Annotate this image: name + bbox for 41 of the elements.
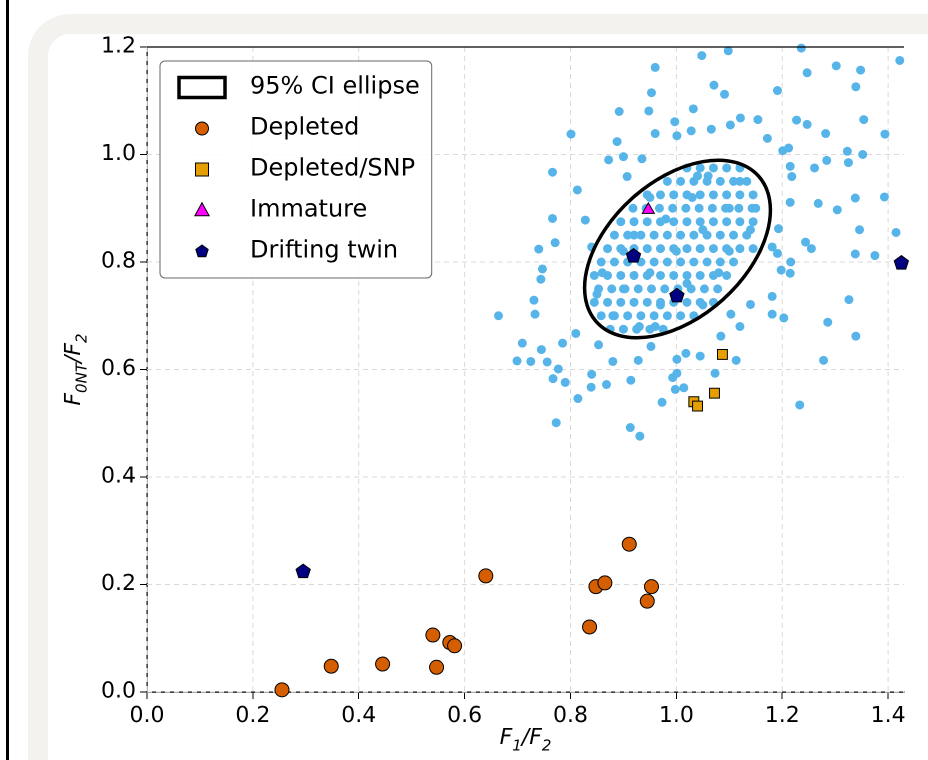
point: [644, 579, 659, 594]
point: [597, 575, 612, 590]
y-tick-label: 0.0: [101, 678, 136, 704]
point: [296, 564, 311, 578]
legend-label: Drifting twin: [250, 236, 398, 264]
point: [429, 660, 444, 675]
point: [447, 638, 462, 654]
y-tick-label: 1.0: [101, 141, 136, 166]
x-tick-label: 1.0: [658, 702, 694, 728]
point: [324, 658, 339, 674]
legend-label: Depleted: [250, 112, 360, 141]
point: [642, 202, 655, 214]
x-tick-label: 0.2: [235, 702, 270, 728]
legend-label: Immature: [250, 194, 368, 223]
x-tick-label: 1.2: [764, 702, 800, 728]
point: [669, 288, 685, 302]
legend-label: Depleted/SNP: [250, 154, 416, 182]
y-axis-title: F0NT/F2: [61, 333, 91, 406]
point: [274, 682, 290, 698]
point: [375, 656, 390, 672]
y-tick-label: 0.8: [101, 248, 136, 274]
point: [582, 619, 598, 634]
point: [425, 628, 440, 643]
y-tick-label: 0.2: [101, 571, 136, 596]
y-tick-label: 0.4: [101, 464, 136, 489]
point: [622, 536, 637, 552]
x-tick-label: 0.8: [552, 702, 588, 728]
annotation: 95% CI ellipse: [250, 72, 420, 100]
point: [692, 400, 703, 412]
y-tick-label: 1.2: [101, 34, 136, 59]
point: [894, 255, 909, 270]
point: [640, 594, 655, 609]
point: [709, 388, 720, 399]
x-tick-label: 1.4: [870, 702, 906, 728]
x-tick-label: 0.4: [341, 702, 376, 728]
point: [716, 349, 728, 360]
x-tick-label: 0.0: [130, 702, 164, 728]
y-tick-label: 0.6: [101, 356, 136, 382]
point: [478, 568, 494, 584]
point: [626, 248, 642, 263]
x-tick-label: 0.6: [447, 702, 482, 728]
